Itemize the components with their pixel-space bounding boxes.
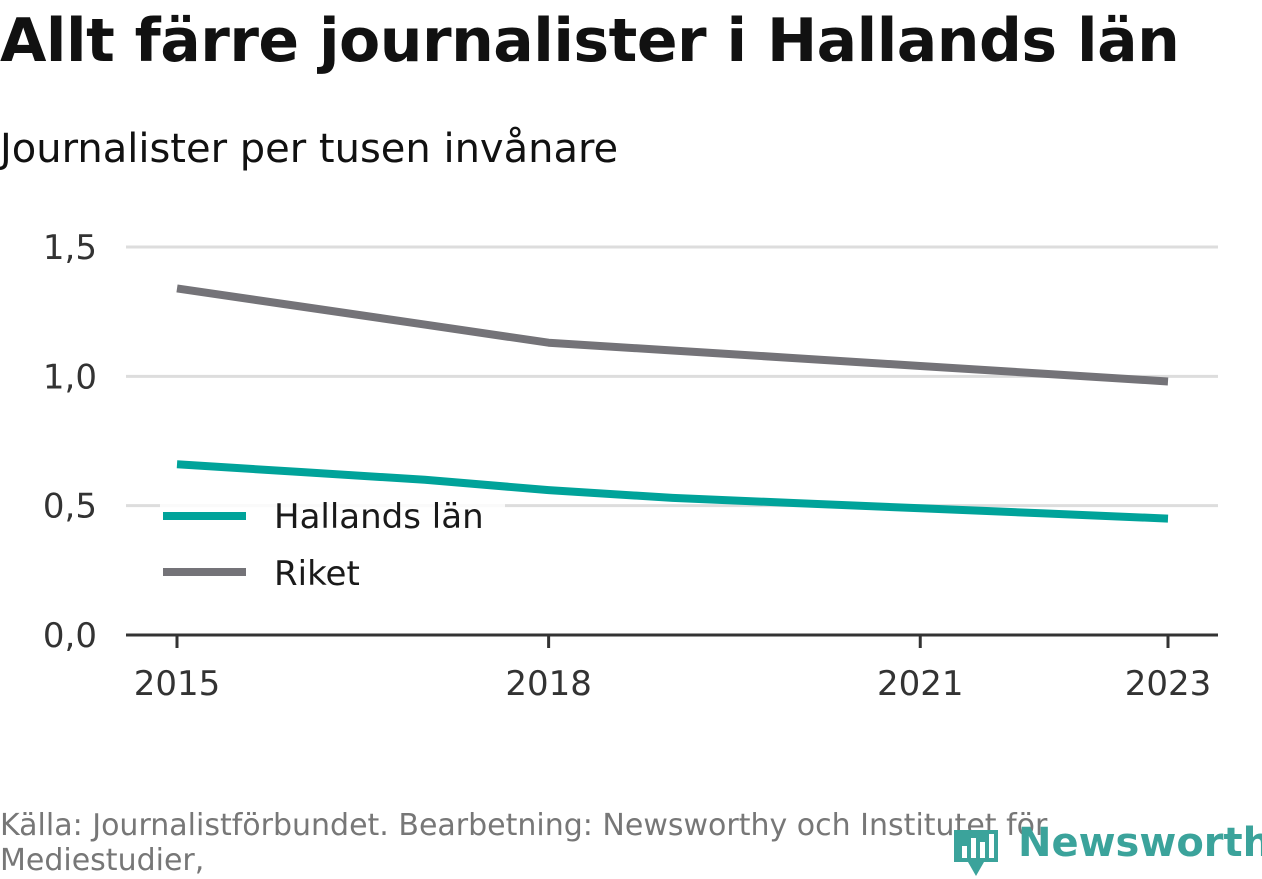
series-line-hallands: [176, 460, 1169, 523]
series-line-riket: [176, 284, 1169, 386]
y-tick-labels: 0,0 0,5 1,0 1,5: [43, 228, 97, 656]
y-tick-label: 0,0: [43, 616, 97, 656]
x-tick-label: 2021: [877, 664, 964, 704]
x-ticks: 2015 2018 2021 2023: [134, 635, 1212, 704]
logo-text: Newsworthy: [1018, 820, 1262, 866]
chart-title: Allt färre journalister i Hallands län: [0, 6, 1180, 76]
x-tick-label: 2023: [1125, 664, 1212, 704]
newsworthy-logo: Newsworthy: [950, 820, 1262, 879]
chart-subtitle: Journalister per tusen invånare: [0, 126, 619, 172]
bar-chart-pin-icon: [954, 830, 998, 876]
x-tick-label: 2018: [505, 664, 592, 704]
source-note: Källa: Journalistförbundet. Bearbetning:…: [0, 808, 1048, 878]
x-tick-label: 2015: [134, 664, 221, 704]
y-tick-label: 0,5: [43, 487, 97, 527]
legend: Hallands län Riket: [160, 492, 505, 594]
legend-label-riket: Riket: [274, 554, 360, 594]
series-lines: [176, 284, 1169, 523]
y-tick-label: 1,0: [43, 357, 97, 397]
y-tick-label: 1,5: [43, 228, 97, 268]
legend-label-hallands: Hallands län: [274, 497, 484, 537]
